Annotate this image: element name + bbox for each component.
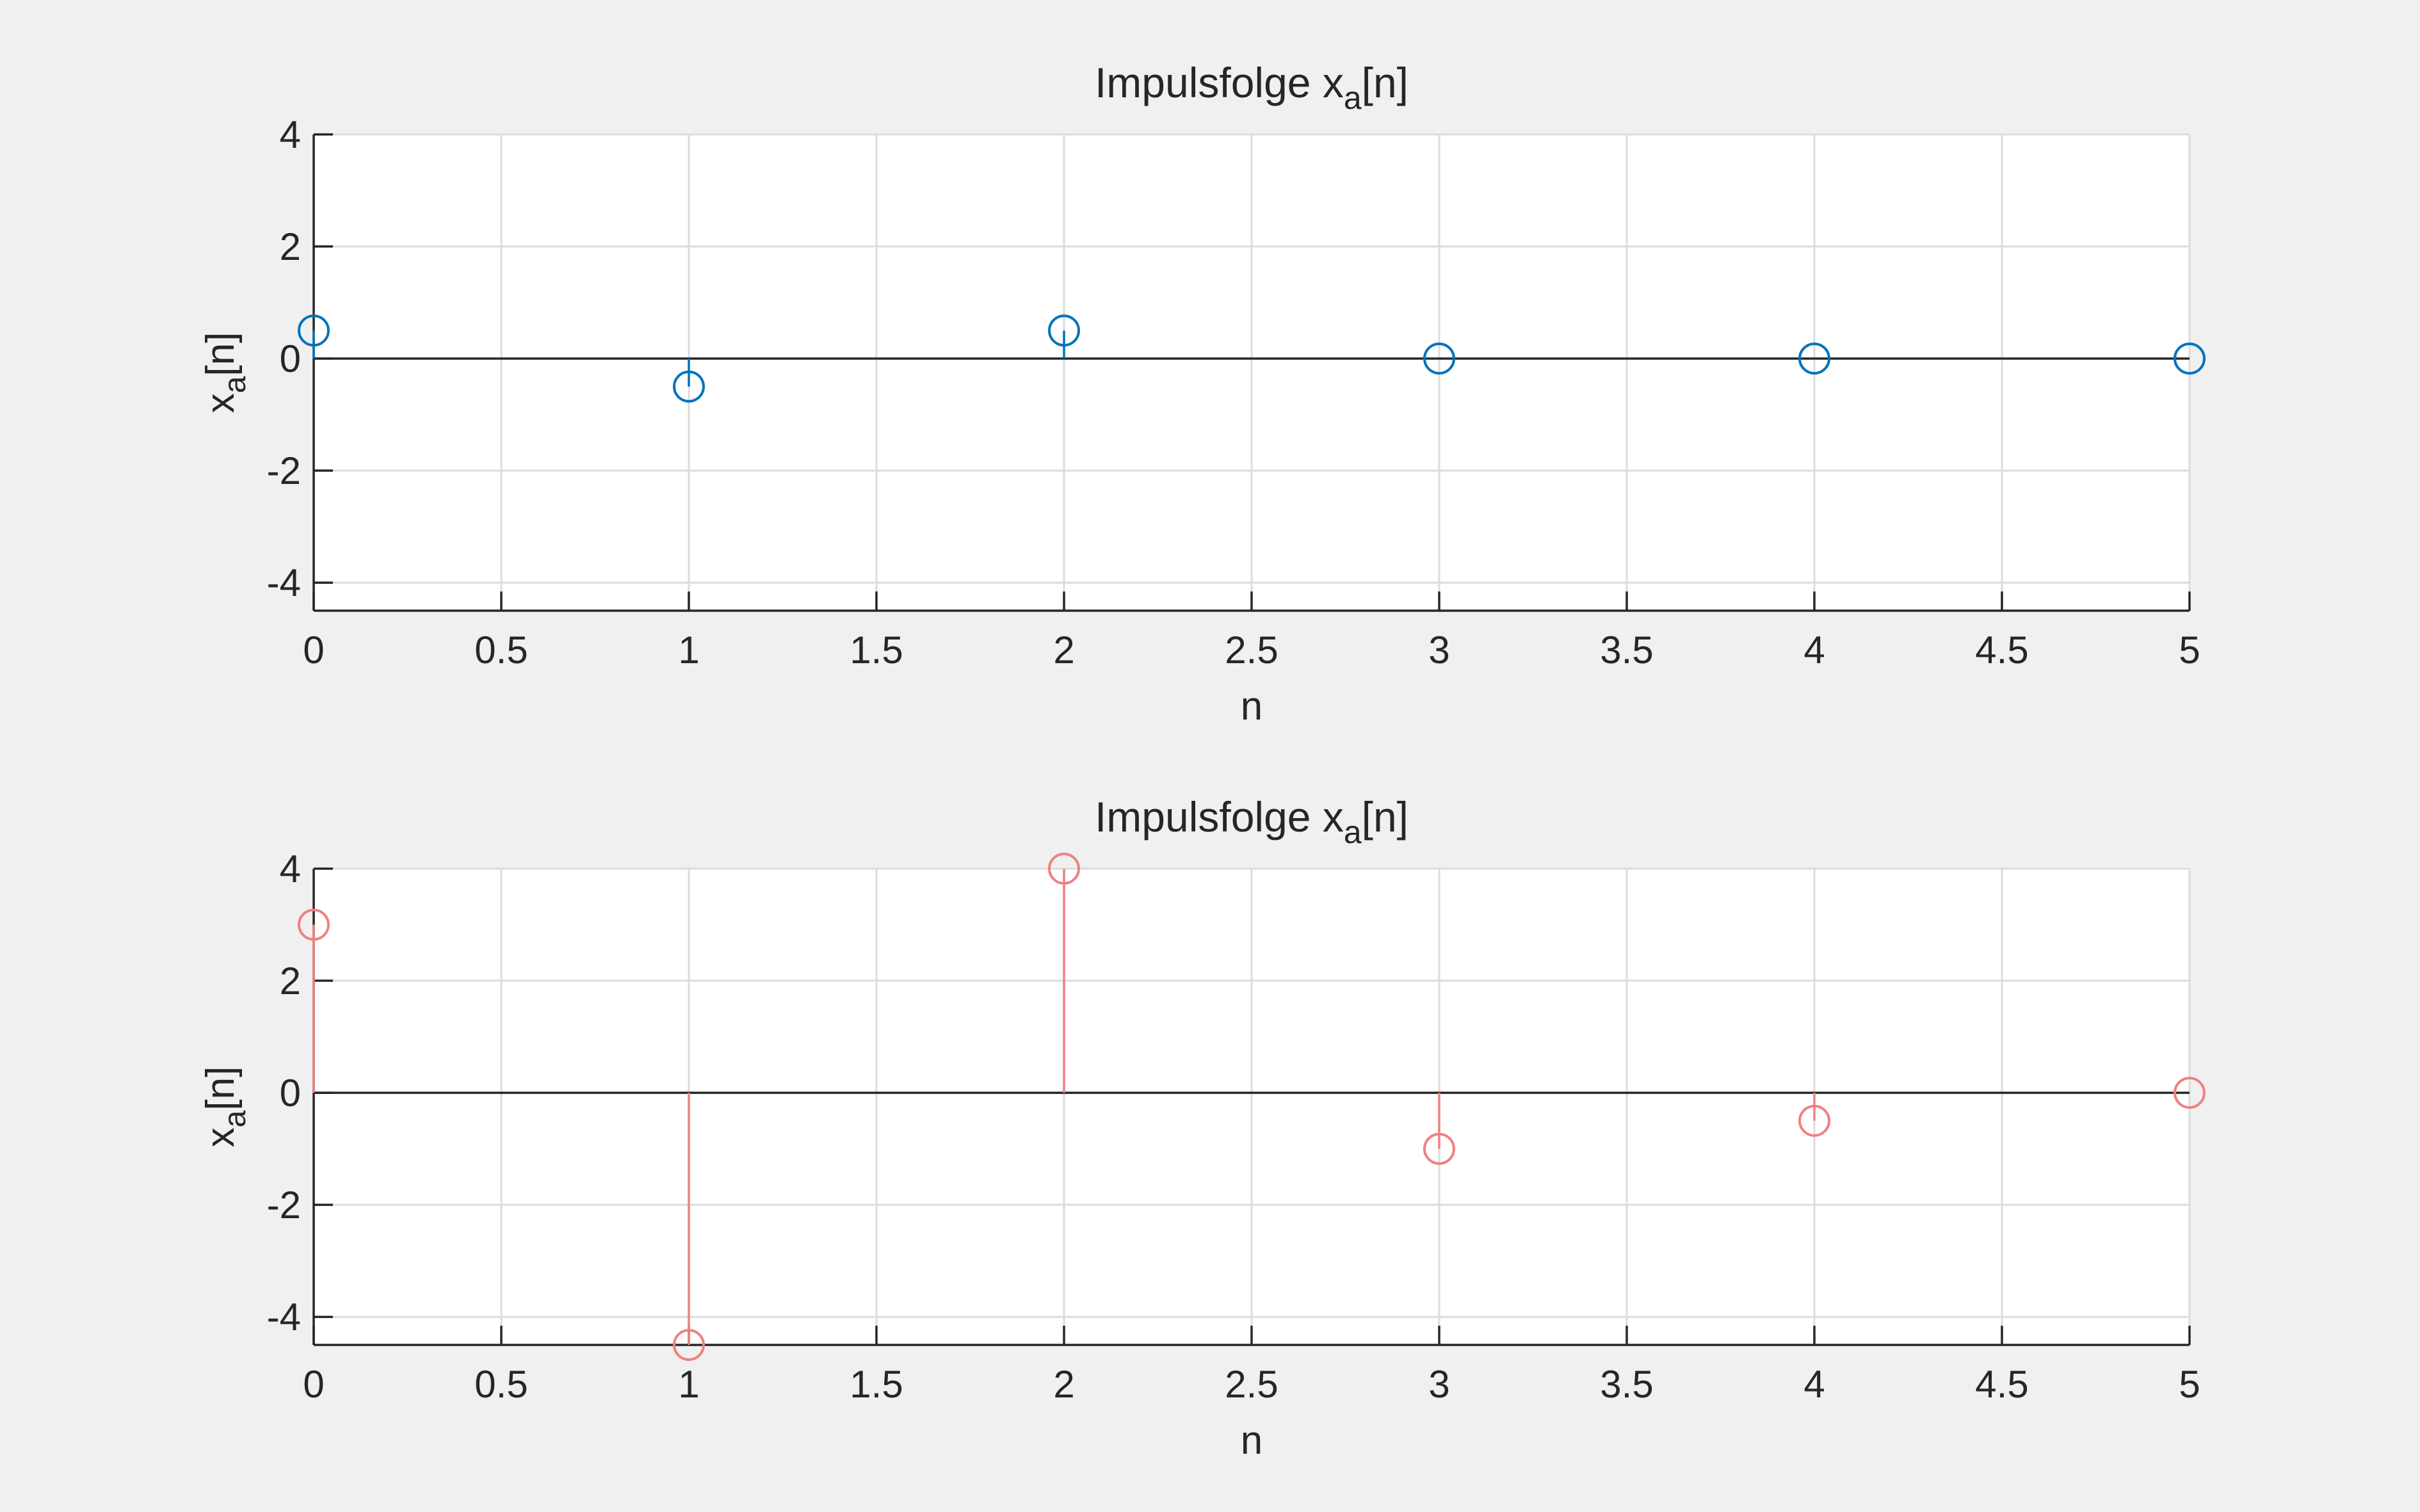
stem-marker bbox=[1048, 314, 1080, 347]
x-axis-label: n bbox=[1241, 684, 1262, 728]
x-tick-label: 5 bbox=[2179, 1363, 2200, 1406]
stem-marker bbox=[2174, 1077, 2206, 1109]
title-subscript: a bbox=[1344, 80, 1362, 116]
stem-marker bbox=[1048, 853, 1080, 885]
x-tick-label: 3.5 bbox=[1600, 1363, 1653, 1406]
title-main: Impulsfolge x bbox=[1095, 793, 1344, 840]
stem-marker bbox=[1423, 342, 1455, 375]
ylabel-subscript: a bbox=[218, 1110, 252, 1127]
ylabel-subscript: a bbox=[218, 376, 252, 393]
x-tick-label: 4 bbox=[1803, 1363, 1825, 1406]
chart-title: Impulsfolge xa[n] bbox=[1095, 793, 1408, 850]
x-axis-label: n bbox=[1241, 1419, 1262, 1463]
y-tick-labels: -4 -2 0 2 4 bbox=[267, 848, 301, 1339]
x-tick-labels: 0 0.5 1 1.5 2 2.5 3 3.5 4 4.5 5 bbox=[303, 629, 2200, 672]
stem-marker bbox=[673, 1329, 705, 1361]
x-tick-label: 2 bbox=[1053, 1363, 1074, 1406]
stem-marker bbox=[1423, 1132, 1455, 1165]
y-tick-label: 0 bbox=[280, 1072, 301, 1114]
x-tick-label: 5 bbox=[2179, 629, 2200, 672]
stem-series bbox=[298, 314, 2206, 403]
chart-title: Impulsfolge xa[n] bbox=[1095, 59, 1408, 116]
y-tick-label: -4 bbox=[267, 561, 301, 604]
ylabel-main: x bbox=[198, 1127, 243, 1147]
ylabel-main: x bbox=[198, 393, 243, 413]
stem-series bbox=[298, 853, 2206, 1361]
x-tick-label: 1.5 bbox=[850, 629, 903, 672]
y-tick-label: -2 bbox=[267, 1184, 301, 1226]
y-tick-labels: -4 -2 0 2 4 bbox=[267, 113, 301, 604]
x-tick-label: 1 bbox=[678, 1363, 699, 1406]
axes bbox=[312, 133, 2191, 612]
stem-marker bbox=[2174, 342, 2206, 375]
x-tick-label: 2.5 bbox=[1225, 629, 1278, 672]
x-tick-label: 4 bbox=[1803, 629, 1825, 672]
x-tick-label: 0 bbox=[303, 1363, 324, 1406]
y-axis-label: xa[n] bbox=[198, 1066, 252, 1148]
y-tick-label: 4 bbox=[280, 113, 301, 156]
title-main: Impulsfolge x bbox=[1095, 59, 1344, 106]
y-tick-label: 2 bbox=[280, 225, 301, 268]
x-tick-label: 1.5 bbox=[850, 1363, 903, 1406]
subplot-top: 0 0.5 1 1.5 2 2.5 3 3.5 4 4.5 5 -4 -2 0 2 4 Impulsfolg… bbox=[198, 59, 2206, 728]
title-subscript: a bbox=[1344, 814, 1362, 850]
ylabel-tail: [n] bbox=[198, 1066, 243, 1111]
title-tail: [n] bbox=[1362, 59, 1408, 106]
stem-marker bbox=[673, 370, 705, 403]
x-tick-label: 0.5 bbox=[474, 1363, 528, 1406]
x-tick-label: 1 bbox=[678, 629, 699, 672]
y-axis-label: xa[n] bbox=[198, 332, 252, 414]
stem-marker bbox=[1798, 342, 1830, 375]
ylabel-tail: [n] bbox=[198, 332, 243, 376]
x-tick-label: 0.5 bbox=[474, 629, 528, 672]
x-tick-label: 0 bbox=[303, 629, 324, 672]
y-tick-label: 4 bbox=[280, 848, 301, 890]
title-tail: [n] bbox=[1362, 793, 1408, 840]
y-tick-label: 2 bbox=[280, 960, 301, 1002]
stem-marker bbox=[298, 908, 330, 941]
x-tick-label: 3 bbox=[1428, 629, 1449, 672]
stem-marker bbox=[1798, 1104, 1830, 1137]
x-tick-labels: 0 0.5 1 1.5 2 2.5 3 3.5 4 4.5 5 bbox=[303, 1363, 2200, 1406]
x-tick-label: 3.5 bbox=[1600, 629, 1653, 672]
x-tick-label: 2.5 bbox=[1225, 1363, 1278, 1406]
x-tick-label: 3 bbox=[1428, 1363, 1449, 1406]
x-tick-label: 4.5 bbox=[1975, 1363, 2028, 1406]
stem-marker bbox=[298, 314, 330, 347]
x-tick-label: 4.5 bbox=[1975, 629, 2028, 672]
y-tick-label: -2 bbox=[267, 449, 301, 492]
y-tick-label: 0 bbox=[280, 337, 301, 380]
x-tick-label: 2 bbox=[1053, 629, 1074, 672]
subplot-bottom: 0 0.5 1 1.5 2 2.5 3 3.5 4 4.5 5 -4 -2 0 2 4 Impulsfolg… bbox=[198, 793, 2206, 1463]
y-tick-label: -4 bbox=[267, 1296, 301, 1339]
